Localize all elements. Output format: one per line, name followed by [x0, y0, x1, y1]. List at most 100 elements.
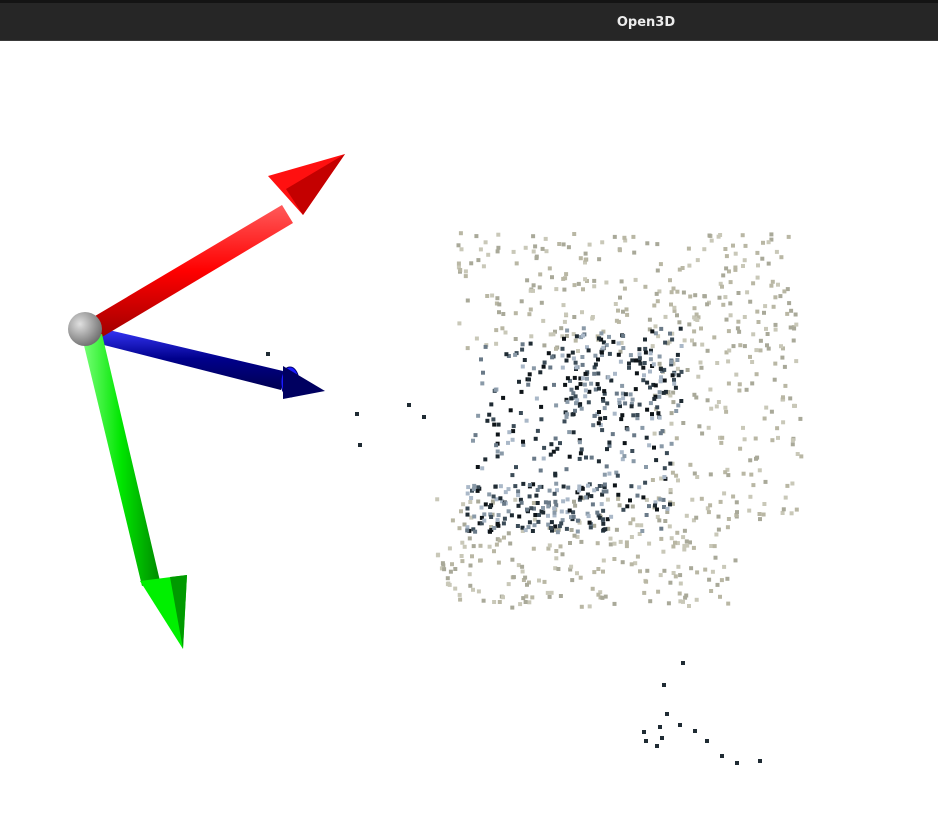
window-titlebar[interactable]: Open3D — [0, 0, 938, 41]
point — [723, 247, 728, 251]
3d-viewport[interactable] — [0, 41, 938, 824]
point — [628, 353, 633, 358]
point — [583, 257, 588, 262]
point — [720, 754, 724, 758]
point — [496, 513, 501, 518]
point — [574, 334, 579, 339]
point — [618, 349, 623, 354]
point — [483, 457, 488, 462]
point — [637, 352, 642, 357]
point — [604, 280, 609, 285]
z-axis-arrow — [96, 327, 325, 399]
point — [722, 564, 727, 569]
point — [571, 391, 576, 396]
point — [648, 401, 653, 406]
point — [725, 576, 730, 581]
point — [718, 499, 723, 504]
point — [546, 504, 551, 509]
point — [559, 509, 564, 514]
point — [751, 332, 756, 337]
point — [672, 377, 676, 382]
point — [717, 295, 722, 300]
point — [553, 329, 557, 334]
point — [542, 579, 547, 584]
point — [728, 301, 733, 306]
point — [564, 397, 569, 402]
point — [463, 274, 468, 279]
point — [612, 557, 617, 561]
point — [599, 337, 604, 342]
point — [551, 449, 556, 454]
point — [549, 520, 554, 525]
point — [561, 303, 566, 308]
point — [513, 337, 518, 341]
point — [548, 365, 553, 370]
point — [714, 532, 719, 537]
scene-canvas[interactable] — [0, 41, 938, 824]
point — [769, 283, 774, 288]
point — [518, 411, 523, 415]
point — [650, 329, 655, 334]
point — [476, 589, 481, 594]
point — [601, 345, 606, 350]
point — [507, 430, 512, 435]
point — [453, 567, 458, 571]
point — [616, 492, 621, 497]
point — [473, 529, 478, 534]
point — [648, 351, 653, 356]
point — [662, 466, 667, 471]
point — [619, 417, 624, 422]
point — [535, 428, 540, 433]
point — [598, 590, 603, 595]
point — [527, 520, 532, 525]
point — [662, 367, 667, 372]
point — [693, 729, 697, 733]
point — [514, 465, 518, 470]
point — [656, 411, 661, 416]
point — [592, 523, 597, 528]
point — [575, 571, 579, 576]
point — [601, 340, 606, 345]
point — [754, 372, 759, 377]
point — [612, 601, 617, 606]
point — [436, 552, 441, 557]
point — [737, 388, 742, 393]
point — [656, 334, 661, 339]
point — [651, 382, 656, 387]
point — [705, 506, 710, 511]
point — [523, 575, 528, 580]
point — [631, 413, 636, 418]
point — [506, 509, 511, 514]
point — [508, 408, 513, 413]
point — [754, 348, 759, 353]
point — [581, 333, 585, 338]
point — [551, 332, 556, 337]
point — [516, 563, 521, 568]
point — [541, 364, 546, 369]
point — [552, 513, 557, 518]
point — [597, 336, 601, 341]
point — [650, 344, 655, 349]
point — [567, 454, 572, 459]
point — [670, 373, 675, 378]
point — [532, 523, 537, 528]
point — [724, 409, 729, 414]
point — [776, 435, 780, 440]
point — [492, 600, 497, 604]
point — [541, 318, 546, 323]
point — [738, 343, 743, 348]
point — [572, 499, 576, 504]
point — [635, 413, 640, 417]
point — [620, 457, 625, 462]
point — [607, 440, 612, 445]
point — [668, 488, 673, 492]
point — [647, 504, 651, 509]
point — [605, 447, 609, 452]
point — [572, 283, 577, 288]
point — [585, 376, 589, 381]
point — [760, 256, 765, 261]
point — [537, 578, 541, 583]
point — [537, 485, 542, 489]
point — [596, 357, 600, 362]
point — [709, 589, 714, 593]
